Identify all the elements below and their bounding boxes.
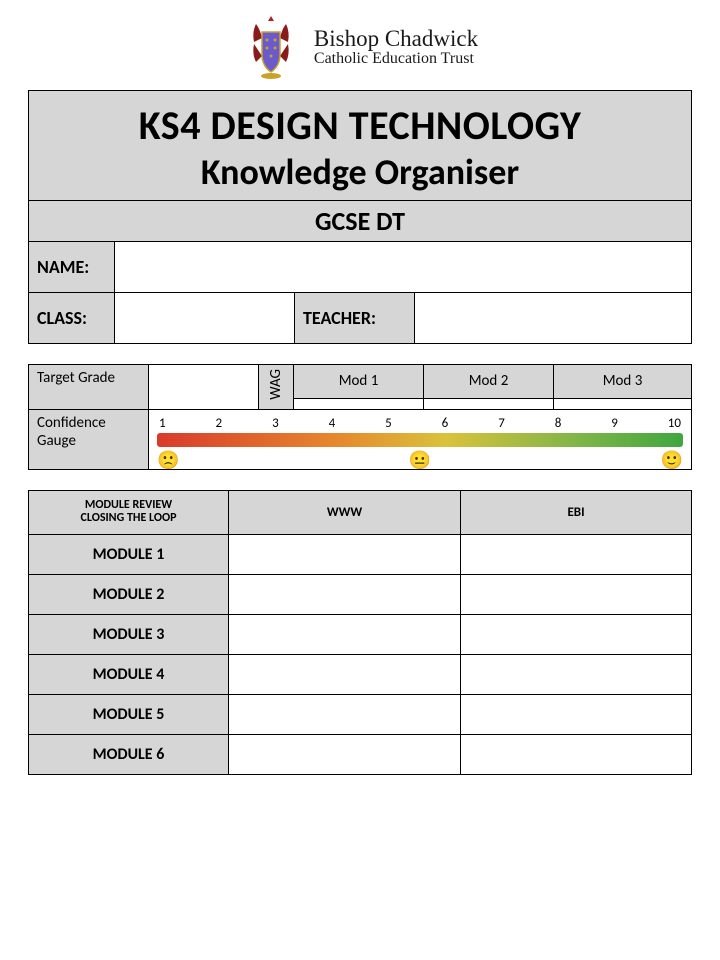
module-row: MODULE 5 xyxy=(29,694,229,734)
class-input[interactable] xyxy=(115,293,295,344)
crest-icon xyxy=(242,14,300,80)
ebi-input[interactable] xyxy=(461,614,692,654)
review-table: MODULE REVIEWCLOSING THE LOOP WWW EBI MO… xyxy=(28,490,692,775)
neutral-icon: 😐 xyxy=(409,449,431,471)
wag-label: WAG xyxy=(259,365,294,410)
header-logo: Bishop Chadwick Catholic Education Trust xyxy=(28,12,692,82)
www-input[interactable] xyxy=(229,534,461,574)
logo-text: Bishop Chadwick Catholic Education Trust xyxy=(314,27,478,68)
ebi-input[interactable] xyxy=(461,694,692,734)
name-input[interactable] xyxy=(115,242,692,293)
www-input[interactable] xyxy=(229,614,461,654)
module-row: MODULE 2 xyxy=(29,574,229,614)
happy-icon: 🙂 xyxy=(661,449,683,471)
mod2-label: Mod 2 xyxy=(424,365,554,399)
title-table: KS4 DESIGN TECHNOLOGY Knowledge Organise… xyxy=(28,90,692,344)
sad-icon: 🙁 xyxy=(157,449,179,471)
module-row: MODULE 1 xyxy=(29,534,229,574)
www-input[interactable] xyxy=(229,574,461,614)
ebi-input[interactable] xyxy=(461,654,692,694)
ebi-input[interactable] xyxy=(461,534,692,574)
review-header: MODULE REVIEWCLOSING THE LOOP xyxy=(29,490,229,534)
gauge-emoji: 🙁 😐 🙂 xyxy=(157,447,683,471)
gauge-numbers: 12345678910 xyxy=(157,416,683,433)
mod3-input[interactable] xyxy=(554,398,692,409)
teacher-input[interactable] xyxy=(415,293,692,344)
target-grade-input[interactable] xyxy=(149,365,259,410)
ebi-input[interactable] xyxy=(461,734,692,774)
gauge-bar xyxy=(157,433,683,447)
grade-table: Target Grade WAG Mod 1 Mod 2 Mod 3 Confi… xyxy=(28,364,692,470)
module-row: MODULE 3 xyxy=(29,614,229,654)
title-line1: KS4 DESIGN TECHNOLOGY xyxy=(35,101,685,150)
www-input[interactable] xyxy=(229,734,461,774)
class-label: CLASS: xyxy=(29,293,115,344)
subject-cell: GCSE DT xyxy=(29,201,692,242)
module-row: MODULE 6 xyxy=(29,734,229,774)
mod2-input[interactable] xyxy=(424,398,554,409)
trust-name: Bishop Chadwick xyxy=(314,27,478,51)
mod3-label: Mod 3 xyxy=(554,365,692,399)
mod1-input[interactable] xyxy=(294,398,424,409)
name-label: NAME: xyxy=(29,242,115,293)
title-line2: Knowledge Organiser xyxy=(35,150,685,194)
main-title: KS4 DESIGN TECHNOLOGY Knowledge Organise… xyxy=(29,91,692,201)
ebi-input[interactable] xyxy=(461,574,692,614)
confidence-gauge: 12345678910 🙁 😐 🙂 xyxy=(149,409,692,469)
teacher-label: TEACHER: xyxy=(295,293,415,344)
www-input[interactable] xyxy=(229,654,461,694)
mod1-label: Mod 1 xyxy=(294,365,424,399)
trust-subtitle: Catholic Education Trust xyxy=(314,51,478,68)
target-grade-label: Target Grade xyxy=(29,365,149,410)
ebi-header: EBI xyxy=(461,490,692,534)
module-row: MODULE 4 xyxy=(29,654,229,694)
confidence-label: Confidence Gauge xyxy=(29,409,149,469)
www-input[interactable] xyxy=(229,694,461,734)
www-header: WWW xyxy=(229,490,461,534)
